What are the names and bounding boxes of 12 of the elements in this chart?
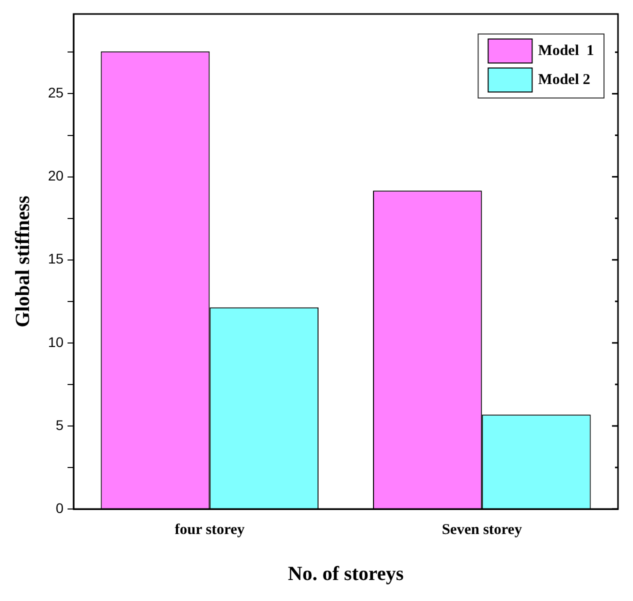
x-tick-label: Seven storey — [442, 522, 522, 538]
x-tick-label: four storey — [174, 522, 246, 538]
legend-label: Model 2 — [538, 72, 590, 88]
y-tick-label: 15 — [48, 250, 64, 267]
y-axis-title: Global stiffness — [12, 195, 34, 328]
legend-label: Model 1 — [538, 42, 594, 59]
y-tick-label: 5 — [56, 416, 64, 433]
y-tick-label: 20 — [48, 168, 64, 184]
x-axis-title: No. of storeys — [288, 563, 404, 586]
y-tick-label: 25 — [48, 84, 64, 101]
y-tick-label: 0 — [56, 500, 64, 516]
y-tick-label: 10 — [48, 334, 64, 350]
